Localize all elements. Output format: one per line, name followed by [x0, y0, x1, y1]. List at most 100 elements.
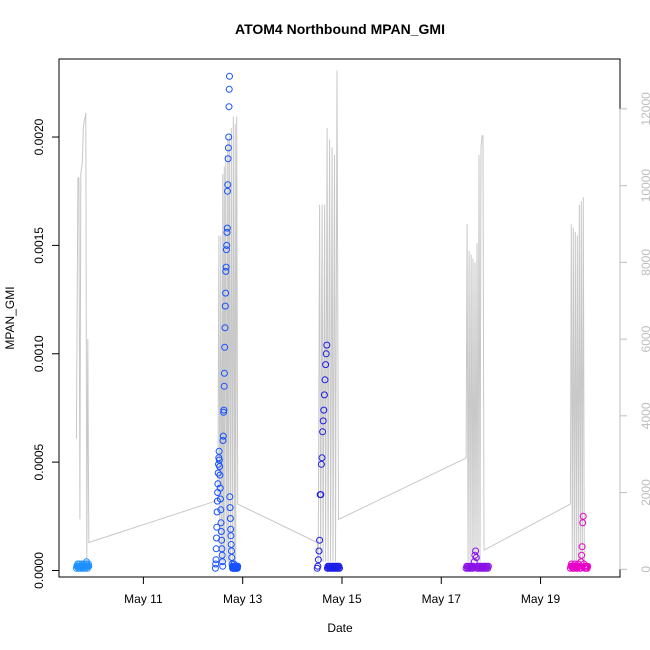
data-point — [224, 144, 232, 152]
data-point — [218, 551, 226, 559]
data-point — [225, 85, 233, 93]
data-point — [220, 369, 228, 377]
data-point — [234, 562, 242, 570]
data-point — [322, 350, 330, 358]
x-tick-label: May 17 — [422, 592, 462, 606]
data-point — [579, 512, 587, 520]
y2-tick-label: 4000 — [639, 402, 650, 429]
data-point — [222, 289, 230, 297]
data-point — [472, 547, 480, 555]
data-point — [216, 463, 224, 470]
points-layer — [72, 72, 592, 572]
x-tick-label: May 13 — [223, 592, 263, 606]
data-point — [216, 471, 224, 479]
data-point — [217, 506, 225, 514]
data-point — [222, 246, 230, 254]
data-point — [222, 263, 230, 271]
data-point — [226, 504, 234, 512]
data-point — [223, 224, 231, 232]
data-point — [85, 562, 93, 570]
data-point — [318, 454, 326, 462]
data-point — [218, 545, 226, 553]
data-point — [322, 361, 330, 369]
data-point — [225, 133, 233, 141]
data-point — [228, 547, 235, 555]
data-point — [214, 469, 222, 477]
data-point — [578, 543, 586, 551]
y-tick-label: 0.0005 — [32, 443, 46, 480]
data-point — [219, 437, 227, 444]
data-point — [217, 519, 225, 527]
y-tick-label: 0.0015 — [32, 227, 46, 264]
chart-title: ATOM4 Northbound MPAN_GMI — [235, 21, 445, 37]
y-tick-label: 0.0020 — [32, 118, 46, 155]
data-point — [224, 187, 231, 195]
data-point — [215, 447, 223, 455]
data-point — [336, 564, 343, 572]
y-axis-left: 0.0000 0.0005 0.0010 0.0015 0.0020 — [32, 118, 60, 589]
data-point — [216, 484, 224, 492]
data-point — [219, 432, 227, 440]
y2-tick-label: 10000 — [639, 169, 650, 203]
data-point — [220, 382, 228, 390]
data-point — [578, 551, 586, 559]
y-tick-label: 0.0010 — [32, 335, 46, 372]
data-point — [224, 155, 232, 163]
data-point — [316, 536, 324, 544]
data-point — [221, 343, 229, 351]
data-point — [319, 428, 327, 436]
data-point — [219, 562, 227, 570]
data-point — [579, 519, 587, 527]
data-point — [221, 302, 229, 310]
data-point — [584, 562, 592, 570]
data-point — [213, 508, 221, 516]
data-point — [470, 558, 478, 566]
data-point — [222, 267, 230, 275]
y2-tick-label: 0 — [639, 566, 650, 573]
data-point — [226, 515, 234, 522]
data-point — [320, 406, 328, 414]
y-tick-label: 0.0000 — [32, 552, 46, 589]
data-point — [83, 558, 91, 566]
x-tick-label: May 15 — [322, 592, 362, 606]
data-point — [319, 417, 327, 425]
data-point — [315, 547, 323, 555]
data-point — [228, 554, 236, 561]
data-point — [317, 491, 325, 499]
y2-tick-label: 2000 — [639, 479, 650, 506]
secondary-trace-layer — [75, 70, 585, 562]
data-point — [226, 493, 234, 501]
data-point — [212, 560, 220, 568]
data-point — [226, 72, 233, 80]
x-tick-label: May 19 — [521, 592, 561, 606]
data-point — [221, 324, 229, 332]
data-point — [218, 536, 226, 544]
data-point — [314, 562, 322, 570]
data-point — [227, 541, 235, 548]
data-point — [220, 406, 228, 414]
data-point — [215, 456, 223, 464]
data-point — [211, 564, 219, 572]
data-point — [217, 528, 225, 535]
data-point — [317, 460, 325, 468]
data-point — [323, 341, 331, 349]
plot-frame — [58, 58, 621, 578]
data-point — [227, 532, 235, 540]
y2-tick-label: 6000 — [639, 325, 650, 352]
y-axis-label: MPAN_GMI — [3, 286, 17, 349]
y2-tick-label: 12000 — [639, 92, 650, 126]
y2-tick-label: 8000 — [639, 249, 650, 276]
data-point — [219, 558, 226, 566]
y-axis-right: 0 2000 4000 6000 8000 10000 12000 — [619, 92, 650, 573]
data-point — [224, 181, 232, 189]
x-tick-label: May 11 — [124, 592, 163, 606]
data-point — [223, 228, 231, 236]
secondary-trace-line — [75, 70, 585, 562]
data-point — [217, 495, 224, 503]
data-point — [227, 525, 235, 533]
data-point — [225, 103, 233, 111]
data-point — [320, 391, 328, 399]
data-point — [472, 554, 480, 561]
data-point — [212, 556, 220, 564]
